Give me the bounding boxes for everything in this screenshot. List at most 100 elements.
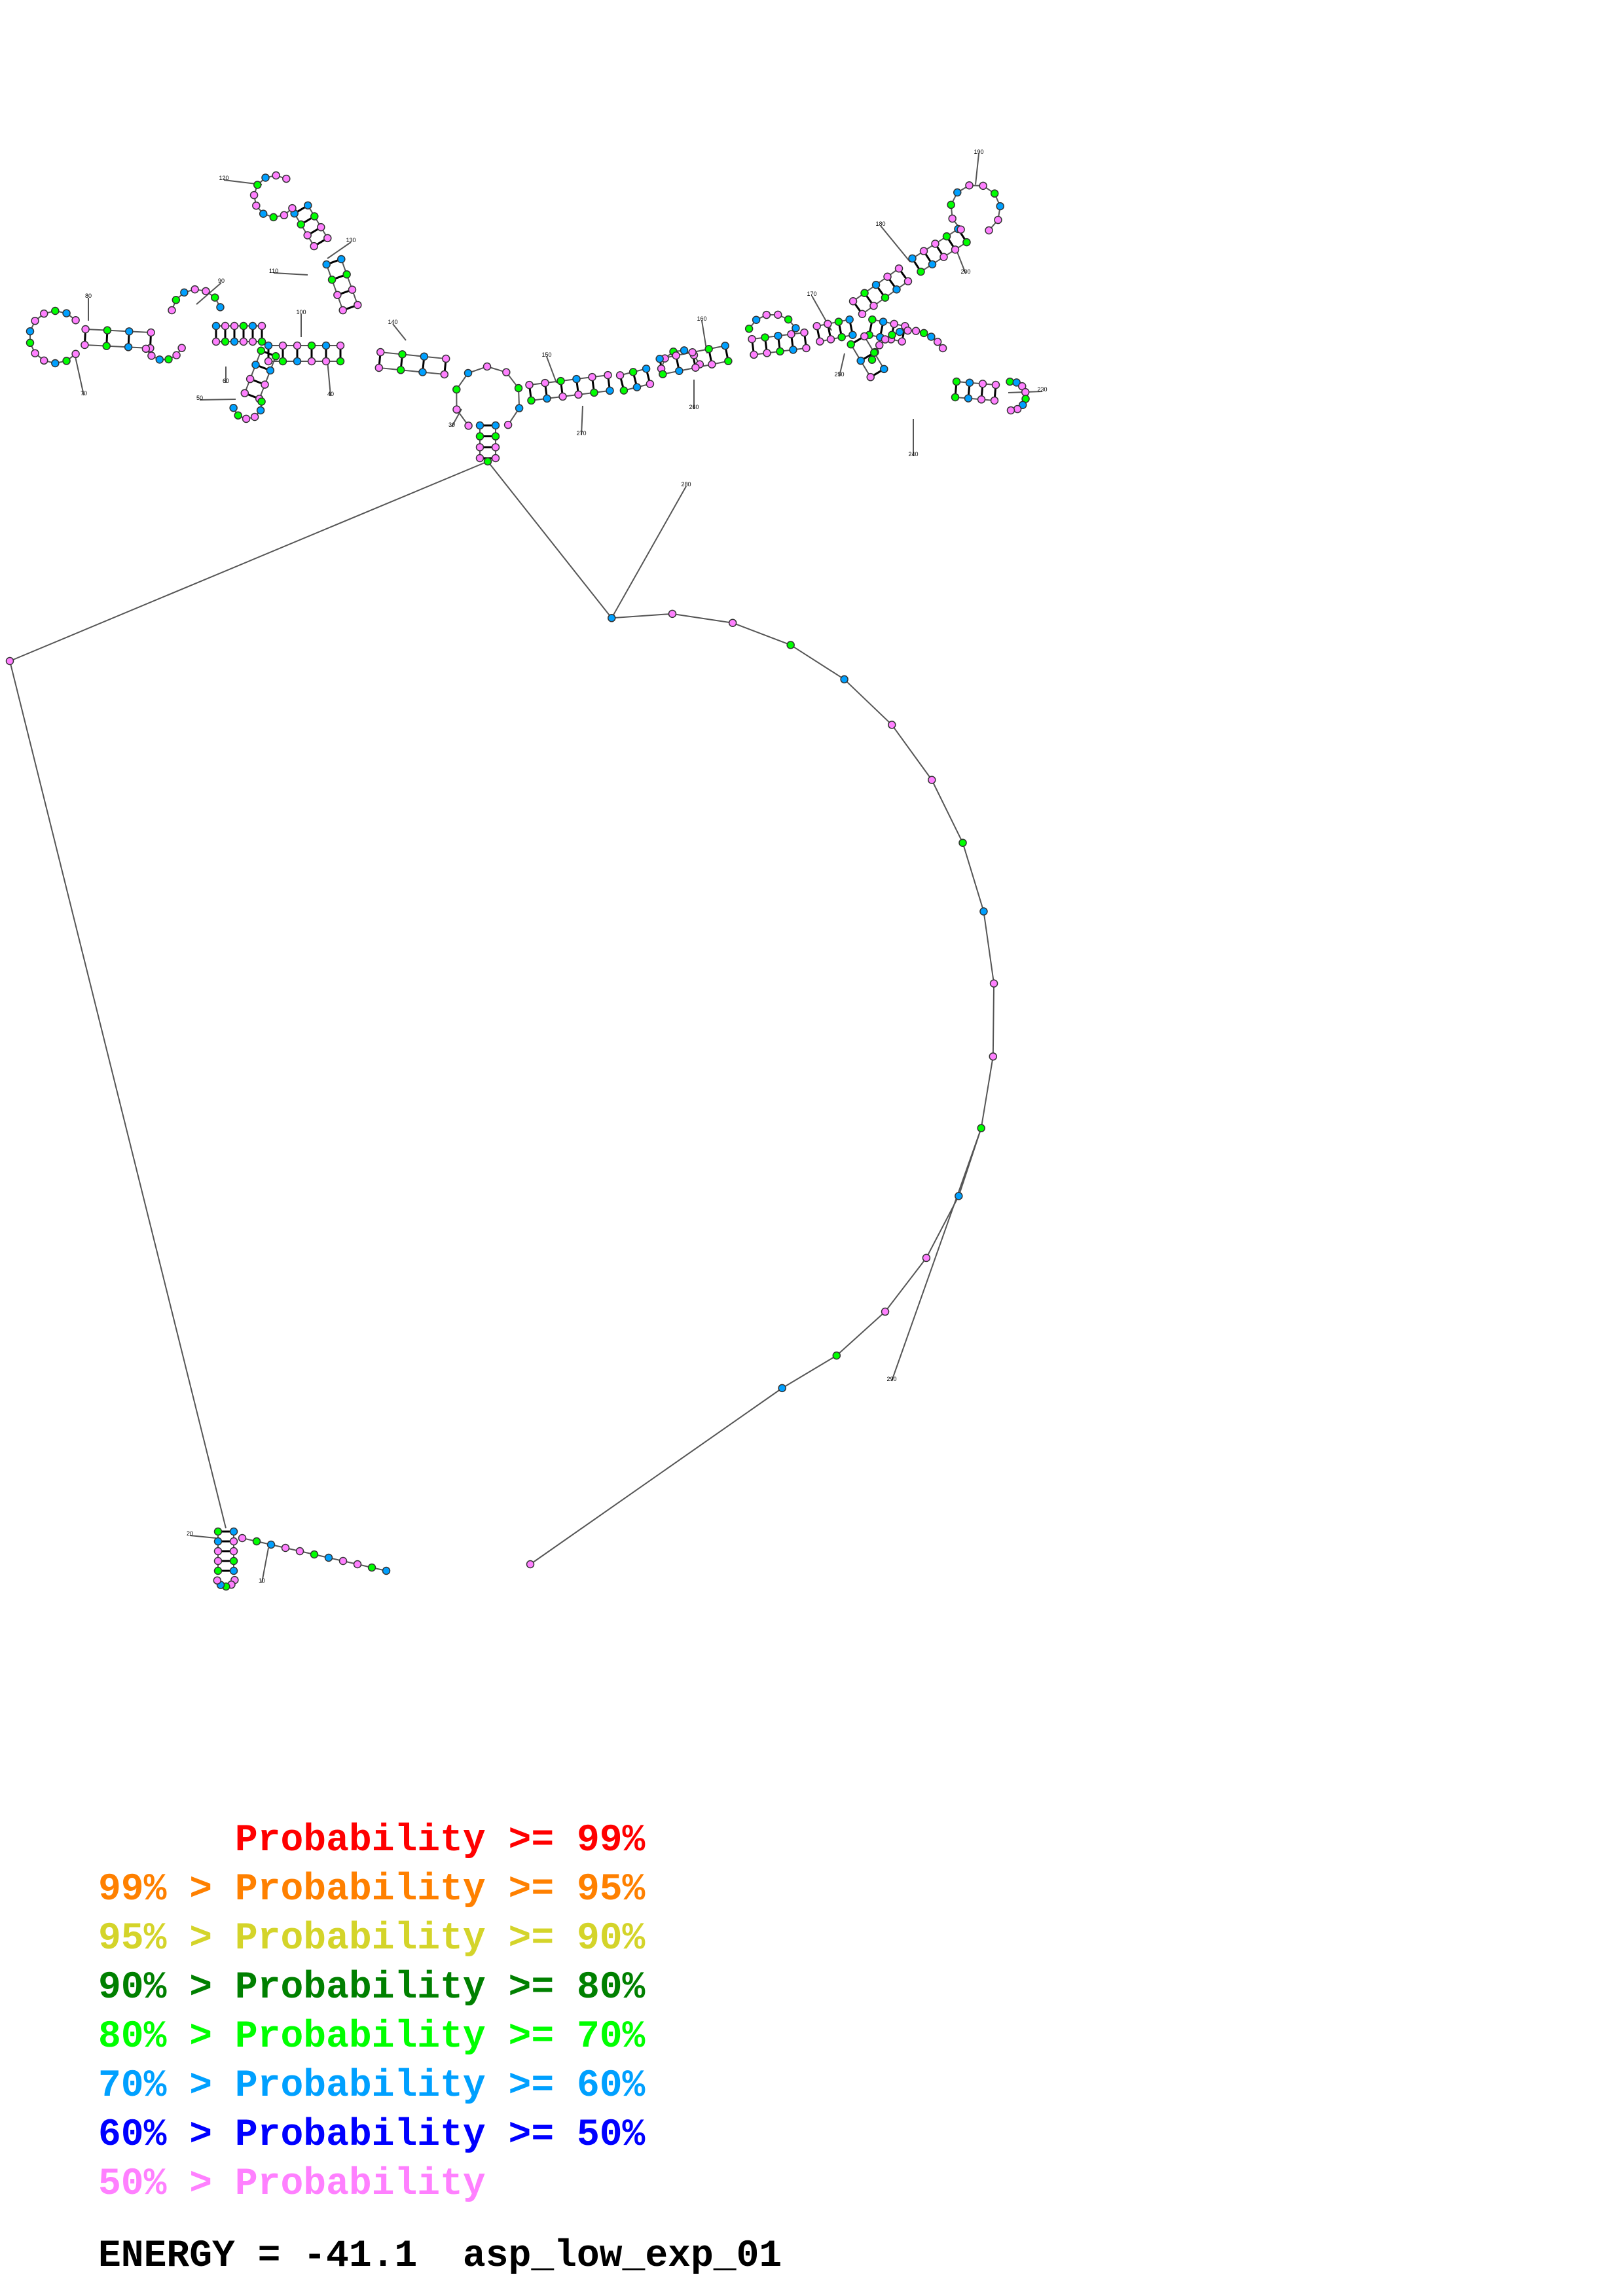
nucleotide [396,366,405,374]
nucleotide [382,1566,391,1575]
nucleotide [102,342,111,350]
nucleotide [985,226,993,235]
nucleotide [646,380,655,388]
nucleotide [31,317,39,325]
nucleotide [784,315,793,324]
nucleotide [248,321,257,331]
legend-left: 80% > [98,2016,235,2058]
nucleotide [994,215,1002,224]
label-leader [880,225,911,262]
nucleotide [229,1566,238,1575]
legend-row: 99% > Probability >= 95% [98,1865,645,1914]
nucleotide [952,377,961,386]
nucleotide [367,1563,376,1572]
nucleotide [26,338,35,348]
nucleotide [272,171,280,180]
nucleotide [376,348,385,357]
backbone-segment [611,613,673,619]
nucleotide [955,1192,963,1200]
nucleotide [252,201,261,210]
nucleotide [304,201,312,210]
nucleotide [763,349,771,357]
nucleotide [475,432,484,440]
nucleotide [989,1052,998,1061]
nucleotide [257,337,266,346]
nucleotide [261,173,270,182]
nucleotide [229,1556,238,1566]
backbone-segment [732,622,792,646]
nucleotide [250,412,259,422]
nucleotide [256,406,265,415]
backbone-segment [843,679,892,726]
legend-row: 95% > Probability >= 90% [98,1914,645,1964]
nucleotide [655,354,664,363]
nucleotide [856,356,865,365]
nucleotide [234,411,242,420]
nucleotide [543,394,551,403]
nucleotide [282,174,291,183]
nucleotide [558,392,567,401]
nucleotide [252,1537,261,1546]
nucleotide [491,421,500,430]
label-leader [581,405,583,436]
nucleotide [177,344,186,352]
nucleotide [81,340,89,350]
nucleotide [336,357,345,366]
nucleotide [834,317,843,326]
legend-right: >= 60% [485,2065,646,2108]
nucleotide [249,190,259,200]
nucleotide [778,1384,786,1393]
nucleotide [786,641,795,649]
nucleotide [213,1576,222,1585]
nucleotide [590,388,598,397]
nucleotide [240,389,249,397]
nucleotide [761,333,769,342]
label-leader [327,359,331,397]
energy-value: ENERGY = -41.1 [98,2235,418,2278]
nucleotide [541,378,549,387]
nucleotide [278,357,287,366]
nucleotide [239,337,248,346]
label-leader [451,408,462,427]
nucleotide [310,242,318,251]
nucleotide [303,231,312,240]
nucleotide [172,351,181,359]
nucleotide [239,321,248,331]
nucleotide [892,285,901,294]
nucleotide [398,350,407,359]
nucleotide [1021,387,1030,397]
nucleotide [147,351,156,360]
nucleotide [452,405,461,414]
nucleotide [266,1540,276,1549]
nucleotide [908,254,917,263]
nucleotide [464,368,473,378]
energy-footer: ENERGY = -41.1 asp_low_exp_01 [98,2235,782,2278]
nucleotide [832,1351,841,1360]
nucleotide [191,285,199,294]
nucleotide [869,302,878,310]
position-label: 200 [960,268,970,275]
nucleotide [452,385,461,394]
position-label: 30 [448,422,455,428]
nucleotide [441,354,450,363]
nucleotide [374,363,384,372]
nucleotide [619,386,629,395]
nucleotide [870,348,879,357]
position-label: 170 [807,291,816,297]
nucleotide [903,277,913,286]
backbone-segment [487,461,613,619]
position-label: 20 [187,1530,193,1537]
nucleotide [868,315,877,324]
legend-mid: Probability [234,1869,486,1911]
nucleotide [337,255,346,264]
nucleotide [802,344,811,353]
nucleotide [103,326,112,334]
label-leader [189,1535,217,1539]
backbone-segment [9,660,227,1529]
nucleotide [333,291,342,299]
nucleotide [574,390,583,399]
nucleotide [502,368,511,377]
legend-mid: Probability [234,2114,486,2157]
backbone-segment [891,724,933,781]
legend-left: 70% > [98,2065,235,2108]
